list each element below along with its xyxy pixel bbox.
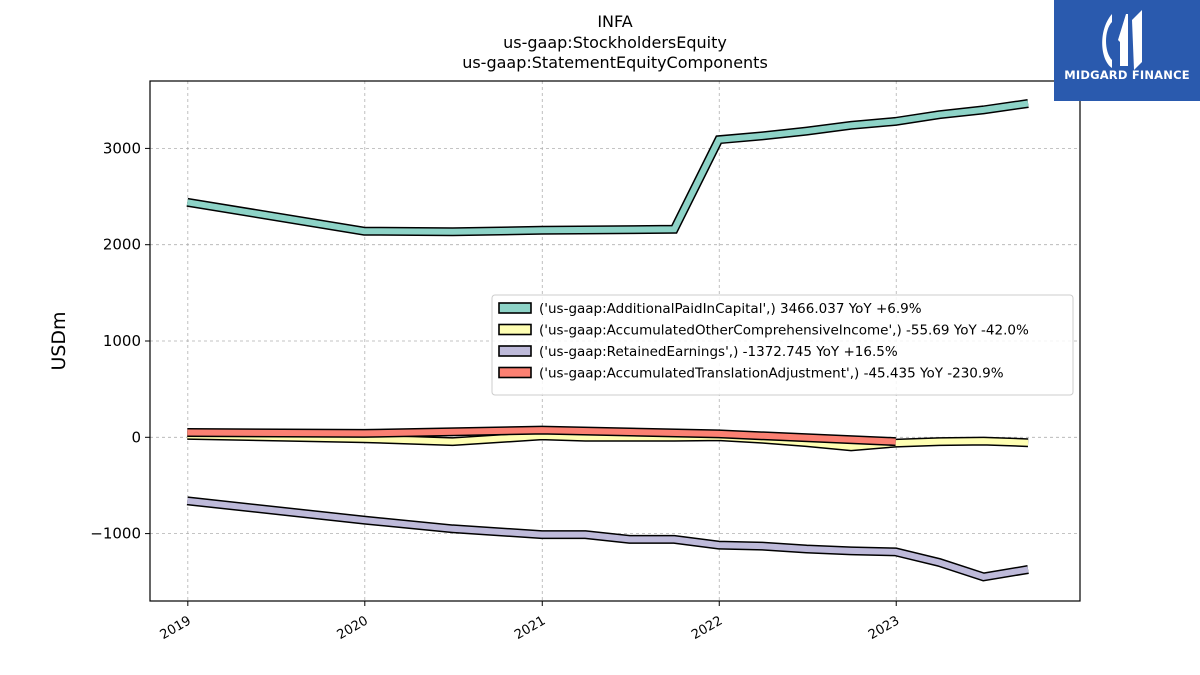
series-line-fill <box>187 427 896 445</box>
legend-box <box>491 294 1074 396</box>
chart-title-line-1: INFA <box>597 12 632 31</box>
x-tick-label: 2020 <box>335 613 371 643</box>
y-axis-label: USDm <box>48 311 70 370</box>
chart-title: INFA us-gaap:StockholdersEquity us-gaap:… <box>462 12 768 72</box>
series-line <box>186 99 1029 237</box>
x-tick-label: 2019 <box>158 613 194 643</box>
chart-title-line-3: us-gaap:StatementEquityComponents <box>462 53 768 72</box>
series-line <box>187 425 896 447</box>
series-line-fill <box>186 100 1029 235</box>
series-line <box>186 496 1029 582</box>
y-tick-label: −1000 <box>90 525 141 543</box>
series-line-fill <box>186 497 1029 580</box>
legend-entry-label: ('us-gaap:AccumulatedOtherComprehensiveI… <box>539 323 1029 339</box>
y-tick-label: 0 <box>131 428 141 446</box>
y-tick-label: 3000 <box>103 139 141 157</box>
y-tick-label: 1000 <box>103 332 141 350</box>
brand-logo: MIDGARD FINANCE <box>1054 0 1200 101</box>
chart-title-line-2: us-gaap:StockholdersEquity <box>503 33 727 52</box>
legend-entry-label: ('us-gaap:AdditionalPaidInCapital',) 346… <box>539 301 922 317</box>
x-tick-label: 2023 <box>866 613 902 643</box>
x-tick-label: 2022 <box>689 613 725 643</box>
legend-swatch <box>498 323 532 336</box>
m-monogram-icon <box>1102 10 1142 70</box>
x-axis: 2019 2020 2021 2022 2023 <box>158 601 902 643</box>
y-tick-label: 2000 <box>103 236 141 254</box>
plot-lines <box>186 99 1029 582</box>
legend-entry-label: ('us-gaap:AccumulatedTranslationAdjustme… <box>539 366 1004 382</box>
y-axis: −1000 0 1000 2000 3000 <box>90 139 150 543</box>
legend-swatch <box>498 345 532 357</box>
legend: ('us-gaap:AdditionalPaidInCapital',) 346… <box>491 294 1074 396</box>
legend-swatch <box>498 302 532 314</box>
x-tick-label: 2021 <box>512 613 548 643</box>
legend-entry-label: ('us-gaap:RetainedEarnings',) -1372.745 … <box>539 344 898 360</box>
legend-swatch <box>498 366 532 379</box>
brand-name: MIDGARD FINANCE <box>1064 68 1190 82</box>
